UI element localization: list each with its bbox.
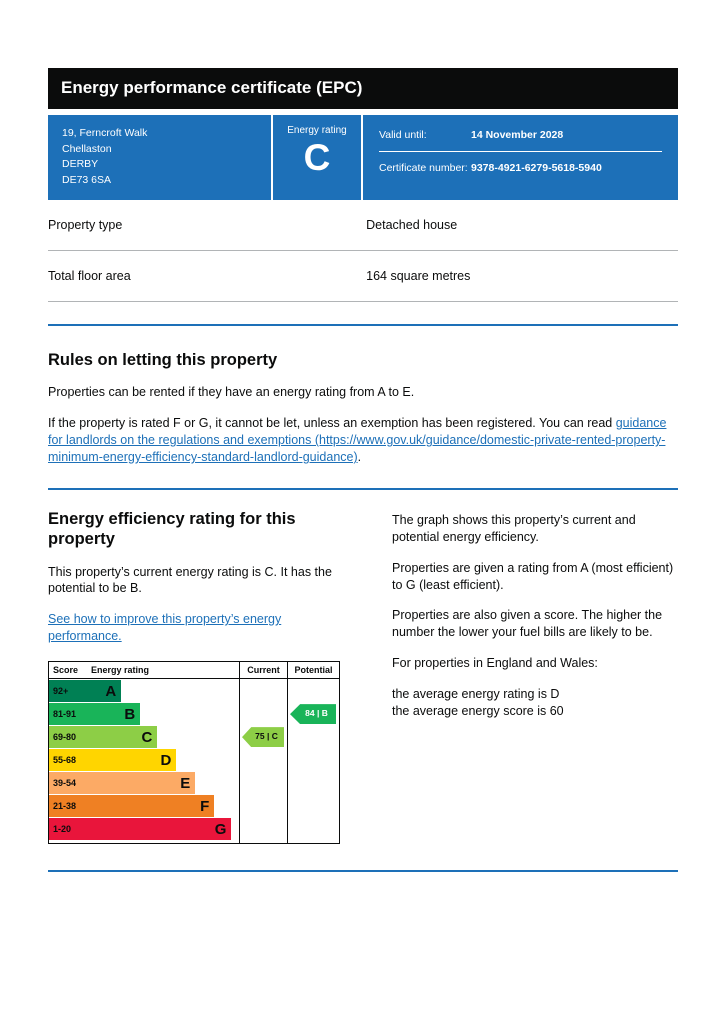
section-rule-bottom: [48, 870, 678, 873]
epc-band-row-c: 69-80 C: [49, 726, 239, 749]
epc-band-score: 69-80: [53, 732, 77, 742]
epc-document: Energy performance certificate (EPC) 19,…: [48, 68, 678, 873]
epc-band-score: 21-38: [53, 801, 77, 811]
epc-band-rows: 92+ A 81-91 B 69-80 C 55-68 D 39-54 E 21-38 F 1-20 G: [49, 679, 239, 843]
epc-band-letter: D: [160, 751, 172, 769]
meta-divider: [379, 151, 662, 153]
epc-band-bar-c: 69-80 C: [49, 726, 158, 749]
rules-heading: Rules on letting this property: [48, 350, 278, 369]
rules-para-2: If the property is rated F or G, it cann…: [48, 415, 678, 466]
rating-heading: Energy efficiency rating for this proper…: [48, 509, 296, 548]
rating-left-column: Energy efficiency rating for this proper…: [48, 509, 344, 845]
property-address: 19, Ferncroft Walk Chellaston DERBY DE73…: [48, 114, 273, 200]
improve-para: See how to improve this property’s energ…: [48, 611, 344, 645]
epc-band-letter: E: [180, 774, 191, 792]
graph-explainer-2: Properties are given a rating from A (mo…: [392, 560, 674, 592]
certificate-number-label: Certificate number:: [379, 162, 468, 175]
certificate-meta-panel: Valid until: 14 November 2028 Certificat…: [363, 115, 678, 200]
rules-para-2-period: .: [357, 450, 362, 465]
property-type-value: Detached house: [366, 217, 458, 232]
rating-summary-text: This property’s current energy rating is…: [48, 564, 332, 596]
epc-band-letter: C: [141, 728, 153, 746]
epc-band-row-g: 1-20 G: [49, 818, 239, 841]
potential-marker: 84 | B: [290, 704, 336, 725]
chart-header-current: Current: [240, 662, 287, 680]
section-rule-rating: [48, 487, 678, 490]
rating-section: Energy efficiency rating for this proper…: [48, 509, 678, 845]
energy-rating-label: Energy rating: [287, 124, 347, 136]
certificate-number-value: 9378-4921-6279-5618-5940: [471, 162, 602, 175]
page-title: Energy performance certificate (EPC): [48, 68, 678, 109]
epc-band-row-f: 21-38 F: [49, 795, 239, 818]
valid-until-row: Valid until: 14 November 2028: [379, 128, 662, 142]
epc-band-letter: F: [200, 797, 210, 815]
certificate-summary-box: 19, Ferncroft Walk Chellaston DERBY DE73…: [48, 114, 678, 200]
section-rule-top: [48, 323, 678, 326]
chart-potential-column: Potential 84 | B: [287, 662, 339, 844]
epc-band-bar-a: 92+ A: [49, 680, 122, 703]
chart-header-left: Score Energy rating: [49, 662, 239, 680]
epc-band-score: 81-91: [53, 709, 77, 719]
chart-current-column: Current 75 | C: [239, 662, 287, 844]
property-type-row: Property type Detached house: [48, 200, 678, 251]
property-type-label: Property type: [48, 217, 123, 232]
landlord-guidance-link[interactable]: guidance for landlords on the regulation…: [48, 416, 667, 465]
current-marker: 75 | C: [242, 727, 284, 748]
chart-header-score: Score: [53, 665, 79, 675]
epc-band-score: 92+: [53, 686, 69, 696]
epc-band-letter: B: [124, 705, 136, 723]
average-rating-lines: the average energy rating is D the avera…: [392, 686, 678, 720]
energy-rating-chart: Score Energy rating 92+ A 81-91 B 69-80 C 55-6…: [48, 661, 340, 845]
certificate-number-row: Certificate number: 9378-4921-6279-5618-…: [379, 161, 662, 175]
valid-until-label: Valid until:: [379, 128, 427, 141]
epc-band-score: 55-68: [53, 755, 77, 765]
address-line-2: Chellaston: [62, 142, 112, 155]
graph-explainer-4: For properties in England and Wales:: [392, 656, 598, 671]
epc-band-letter: A: [105, 682, 117, 700]
chart-header-potential: Potential: [288, 662, 339, 680]
chart-header-rating: Energy rating: [91, 665, 150, 675]
graph-explainer-1: The graph shows this property’s current …: [392, 512, 636, 544]
rules-para-2-text: If the property is rated F or G, it cann…: [48, 416, 616, 431]
total-floor-area-row: Total floor area 164 square metres: [48, 251, 678, 302]
epc-band-score: 1-20: [53, 824, 72, 834]
chart-bands-column: Score Energy rating 92+ A 81-91 B 69-80 C 55-6…: [49, 662, 239, 843]
average-energy-score: the average energy score is 60: [392, 703, 564, 718]
graph-explainer-3: Properties are also given a score. The h…: [392, 608, 663, 640]
address-line-3: DERBY: [62, 158, 99, 171]
rules-para-1: Properties can be rented if they have an…: [48, 385, 415, 400]
potential-marker-track: 84 | B: [288, 680, 339, 843]
epc-band-bar-e: 39-54 E: [49, 772, 196, 795]
epc-band-row-a: 92+ A: [49, 680, 239, 703]
epc-band-bar-b: 81-91 B: [49, 703, 141, 726]
total-floor-area-label: Total floor area: [48, 268, 131, 283]
valid-until-value: 14 November 2028: [471, 128, 564, 141]
address-line-1: 19, Ferncroft Walk: [62, 126, 148, 139]
energy-rating-panel: Energy rating C: [273, 114, 363, 200]
epc-band-score: 39-54: [53, 778, 77, 788]
address-line-4: DE73 6SA: [62, 174, 112, 187]
epc-band-bar-f: 21-38 F: [49, 795, 215, 818]
epc-band-row-b: 81-91 B: [49, 703, 239, 726]
average-energy-rating: the average energy rating is D: [392, 687, 560, 702]
epc-band-bar-d: 55-68 D: [49, 749, 177, 772]
energy-rating-value: C: [303, 137, 331, 179]
epc-band-row-d: 55-68 D: [49, 749, 239, 772]
total-floor-area-value: 164 square metres: [366, 268, 471, 283]
epc-band-letter: G: [214, 820, 227, 838]
current-marker-track: 75 | C: [240, 680, 287, 843]
epc-band-row-e: 39-54 E: [49, 772, 239, 795]
rating-right-column: The graph shows this property’s current …: [392, 510, 678, 844]
epc-band-bar-g: 1-20 G: [49, 818, 232, 841]
improve-performance-link[interactable]: See how to improve this property’s energ…: [48, 612, 282, 644]
